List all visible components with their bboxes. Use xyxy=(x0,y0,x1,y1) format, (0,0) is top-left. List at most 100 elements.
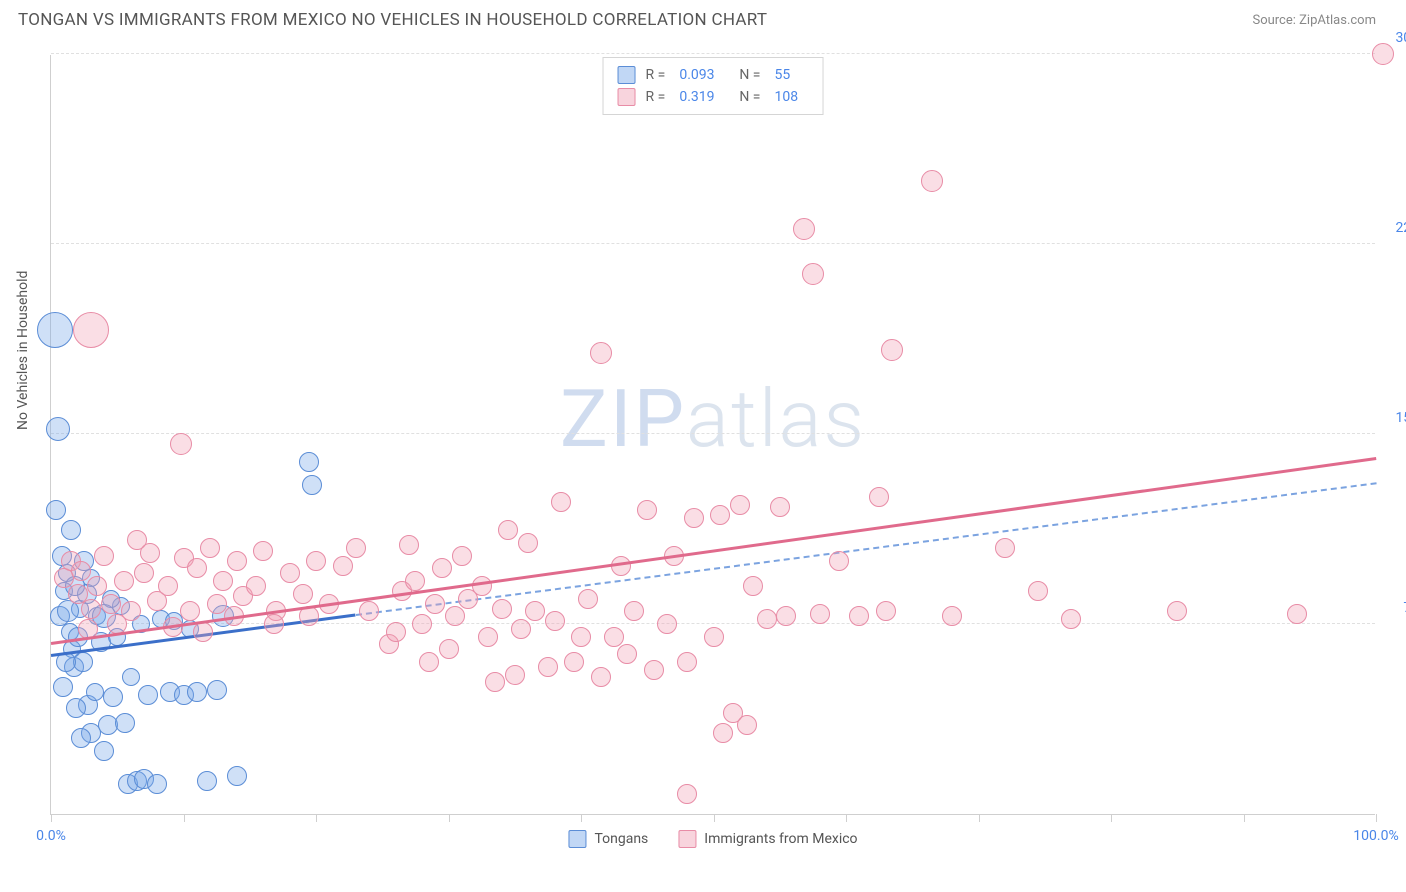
data-point xyxy=(302,475,322,495)
data-point xyxy=(710,505,730,525)
data-point xyxy=(1287,604,1307,624)
x-tick xyxy=(979,814,980,822)
data-point xyxy=(412,614,432,634)
data-point xyxy=(564,652,584,672)
x-tick xyxy=(581,814,582,822)
legend-swatch xyxy=(678,830,696,848)
gridline xyxy=(51,433,1375,434)
data-point xyxy=(359,601,379,621)
data-point xyxy=(439,639,459,659)
data-point xyxy=(227,551,247,571)
data-point xyxy=(333,556,353,576)
data-point xyxy=(478,627,498,647)
data-point xyxy=(737,715,757,735)
data-point xyxy=(101,594,121,614)
data-point xyxy=(578,589,598,609)
data-point xyxy=(399,535,419,555)
y-axis-title: No Vehicles in Household xyxy=(15,271,31,430)
stat-n-label: N = xyxy=(739,89,760,105)
legend-swatch xyxy=(618,66,636,84)
data-point xyxy=(170,433,192,455)
data-point xyxy=(776,606,796,626)
data-point xyxy=(677,652,697,672)
data-point xyxy=(115,713,135,733)
data-point xyxy=(498,520,518,540)
data-point xyxy=(730,495,750,515)
x-tick-label: 0.0% xyxy=(36,828,66,844)
data-point xyxy=(71,561,91,581)
legend-label: Immigrants from Mexico xyxy=(704,831,857,847)
legend-item: Immigrants from Mexico xyxy=(678,830,857,848)
data-point xyxy=(829,551,849,571)
data-point xyxy=(921,170,943,192)
data-point xyxy=(94,546,114,566)
gridline xyxy=(51,53,1375,54)
data-point xyxy=(432,558,452,578)
data-point xyxy=(134,563,154,583)
legend-item: Tongans xyxy=(568,830,648,848)
legend-label: Tongans xyxy=(594,831,648,847)
data-point xyxy=(425,594,445,614)
data-point xyxy=(61,520,81,540)
data-point xyxy=(849,606,869,626)
data-point xyxy=(1028,581,1048,601)
x-tick xyxy=(1111,814,1112,822)
y-tick-label: 15.0% xyxy=(1395,410,1406,426)
data-point xyxy=(485,672,505,692)
stats-row: R = 0.319 N = 108 xyxy=(618,86,809,108)
data-point xyxy=(881,339,903,361)
watermark: ZIPatlas xyxy=(560,372,866,466)
correlation-stats-box: R = 0.093 N = 55 R = 0.319 N = 108 xyxy=(603,57,824,115)
data-point xyxy=(538,657,558,677)
data-point xyxy=(86,683,104,701)
data-point xyxy=(293,584,313,604)
data-point xyxy=(637,500,657,520)
data-point xyxy=(445,606,465,626)
data-point xyxy=(995,538,1015,558)
stat-r-value: 0.093 xyxy=(679,67,729,83)
data-point xyxy=(942,606,962,626)
stat-n-value: 55 xyxy=(774,67,808,83)
data-point xyxy=(73,312,109,348)
data-point xyxy=(604,627,624,647)
gridline xyxy=(51,623,1375,624)
x-tick-label: 100.0% xyxy=(1353,828,1398,844)
data-point xyxy=(1061,609,1081,629)
data-point xyxy=(246,576,266,596)
x-tick xyxy=(449,814,450,822)
data-point xyxy=(591,667,611,687)
stat-n-value: 108 xyxy=(774,89,808,105)
data-point xyxy=(644,660,664,680)
data-point xyxy=(657,614,677,634)
x-tick xyxy=(1244,814,1245,822)
data-point xyxy=(207,594,227,614)
stat-n-label: N = xyxy=(739,67,760,83)
x-tick xyxy=(846,814,847,822)
data-point xyxy=(147,774,167,794)
data-point xyxy=(180,601,200,621)
data-point xyxy=(138,685,158,705)
data-point xyxy=(264,614,284,634)
x-tick xyxy=(184,814,185,822)
data-point xyxy=(571,627,591,647)
data-point xyxy=(81,599,101,619)
scatter-chart: ZIPatlas R = 0.093 N = 55 R = 0.319 N = … xyxy=(50,55,1375,815)
data-point xyxy=(253,541,273,561)
data-point xyxy=(452,546,472,566)
x-tick xyxy=(51,814,52,822)
chart-legend: Tongans Immigrants from Mexico xyxy=(568,830,857,848)
data-point xyxy=(46,417,70,441)
data-point xyxy=(187,558,207,578)
data-point xyxy=(306,551,326,571)
legend-swatch xyxy=(618,88,636,106)
data-point xyxy=(299,452,319,472)
data-point xyxy=(770,497,790,517)
data-point xyxy=(869,487,889,507)
data-point xyxy=(525,601,545,621)
trend-line xyxy=(356,483,1377,617)
data-point xyxy=(227,766,247,786)
x-tick xyxy=(316,814,317,822)
data-point xyxy=(793,218,815,240)
data-point xyxy=(713,723,733,743)
data-point xyxy=(386,622,406,642)
